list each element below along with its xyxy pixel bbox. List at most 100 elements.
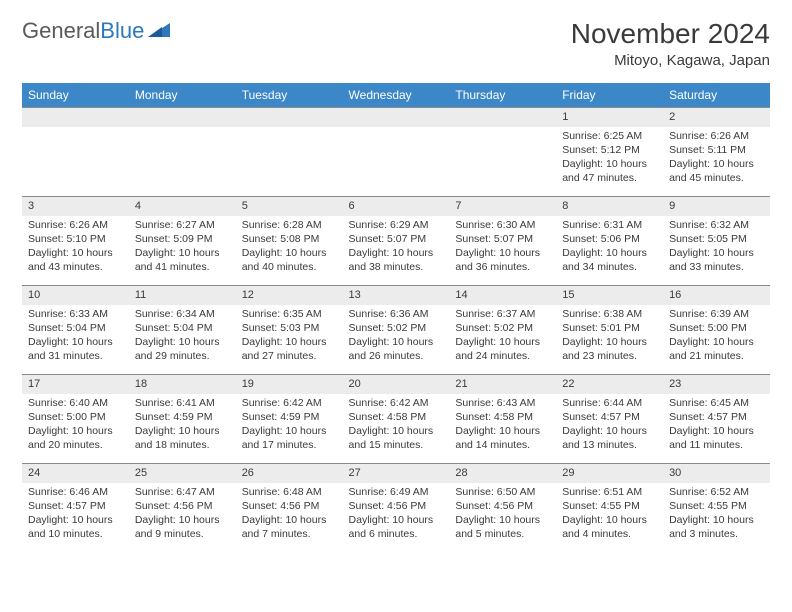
day-sunset: Sunset: 5:08 PM xyxy=(242,232,337,246)
day-sunset: Sunset: 4:58 PM xyxy=(455,410,550,424)
day-number: 29 xyxy=(556,463,663,483)
day-number: 12 xyxy=(236,285,343,305)
day-sunset: Sunset: 5:05 PM xyxy=(669,232,764,246)
day-body: Sunrise: 6:35 AMSunset: 5:03 PMDaylight:… xyxy=(236,305,343,368)
day-body: Sunrise: 6:28 AMSunset: 5:08 PMDaylight:… xyxy=(236,216,343,279)
day-sunrise: Sunrise: 6:40 AM xyxy=(28,396,123,410)
day-header: Saturday xyxy=(663,83,770,107)
day-daylight: Daylight: 10 hours and 36 minutes. xyxy=(455,246,550,274)
calendar-cell: 3Sunrise: 6:26 AMSunset: 5:10 PMDaylight… xyxy=(22,196,129,285)
calendar-cell: 10Sunrise: 6:33 AMSunset: 5:04 PMDayligh… xyxy=(22,285,129,374)
day-body: Sunrise: 6:30 AMSunset: 5:07 PMDaylight:… xyxy=(449,216,556,279)
day-sunset: Sunset: 4:56 PM xyxy=(349,499,444,513)
day-daylight: Daylight: 10 hours and 29 minutes. xyxy=(135,335,230,363)
day-number: 30 xyxy=(663,463,770,483)
day-sunset: Sunset: 5:10 PM xyxy=(28,232,123,246)
brand-text: GeneralBlue xyxy=(22,18,144,44)
day-sunrise: Sunrise: 6:33 AM xyxy=(28,307,123,321)
day-body: Sunrise: 6:32 AMSunset: 5:05 PMDaylight:… xyxy=(663,216,770,279)
day-number: 24 xyxy=(22,463,129,483)
calendar-week: 3Sunrise: 6:26 AMSunset: 5:10 PMDaylight… xyxy=(22,196,770,285)
day-sunrise: Sunrise: 6:35 AM xyxy=(242,307,337,321)
calendar-week: 1Sunrise: 6:25 AMSunset: 5:12 PMDaylight… xyxy=(22,107,770,196)
day-daylight: Daylight: 10 hours and 18 minutes. xyxy=(135,424,230,452)
day-header: Monday xyxy=(129,83,236,107)
day-header: Friday xyxy=(556,83,663,107)
day-number: 4 xyxy=(129,196,236,216)
day-daylight: Daylight: 10 hours and 27 minutes. xyxy=(242,335,337,363)
day-sunset: Sunset: 4:57 PM xyxy=(28,499,123,513)
day-sunrise: Sunrise: 6:46 AM xyxy=(28,485,123,499)
day-daylight: Daylight: 10 hours and 38 minutes. xyxy=(349,246,444,274)
day-number: 5 xyxy=(236,196,343,216)
day-header: Thursday xyxy=(449,83,556,107)
day-sunrise: Sunrise: 6:32 AM xyxy=(669,218,764,232)
day-sunrise: Sunrise: 6:52 AM xyxy=(669,485,764,499)
day-sunrise: Sunrise: 6:29 AM xyxy=(349,218,444,232)
day-number: 27 xyxy=(343,463,450,483)
calendar-cell xyxy=(129,107,236,196)
day-body: Sunrise: 6:26 AMSunset: 5:11 PMDaylight:… xyxy=(663,127,770,190)
calendar-cell: 14Sunrise: 6:37 AMSunset: 5:02 PMDayligh… xyxy=(449,285,556,374)
triangle-icon xyxy=(148,20,170,43)
day-sunrise: Sunrise: 6:38 AM xyxy=(562,307,657,321)
calendar-cell: 17Sunrise: 6:40 AMSunset: 5:00 PMDayligh… xyxy=(22,374,129,463)
day-sunset: Sunset: 5:12 PM xyxy=(562,143,657,157)
day-sunrise: Sunrise: 6:36 AM xyxy=(349,307,444,321)
day-body: Sunrise: 6:36 AMSunset: 5:02 PMDaylight:… xyxy=(343,305,450,368)
day-body: Sunrise: 6:40 AMSunset: 5:00 PMDaylight:… xyxy=(22,394,129,457)
calendar-week: 17Sunrise: 6:40 AMSunset: 5:00 PMDayligh… xyxy=(22,374,770,463)
day-sunrise: Sunrise: 6:26 AM xyxy=(669,129,764,143)
day-daylight: Daylight: 10 hours and 31 minutes. xyxy=(28,335,123,363)
day-sunset: Sunset: 4:57 PM xyxy=(562,410,657,424)
day-number: 1 xyxy=(556,107,663,127)
day-number: 26 xyxy=(236,463,343,483)
calendar-cell xyxy=(343,107,450,196)
day-number: 19 xyxy=(236,374,343,394)
day-body: Sunrise: 6:27 AMSunset: 5:09 PMDaylight:… xyxy=(129,216,236,279)
title-block: November 2024 Mitoyo, Kagawa, Japan xyxy=(571,18,770,69)
calendar-cell xyxy=(22,107,129,196)
day-number: 8 xyxy=(556,196,663,216)
calendar-cell: 1Sunrise: 6:25 AMSunset: 5:12 PMDaylight… xyxy=(556,107,663,196)
calendar-cell: 8Sunrise: 6:31 AMSunset: 5:06 PMDaylight… xyxy=(556,196,663,285)
calendar-cell: 18Sunrise: 6:41 AMSunset: 4:59 PMDayligh… xyxy=(129,374,236,463)
day-number: 15 xyxy=(556,285,663,305)
location: Mitoyo, Kagawa, Japan xyxy=(571,52,770,69)
day-daylight: Daylight: 10 hours and 14 minutes. xyxy=(455,424,550,452)
day-daylight: Daylight: 10 hours and 10 minutes. xyxy=(28,513,123,541)
day-body: Sunrise: 6:38 AMSunset: 5:01 PMDaylight:… xyxy=(556,305,663,368)
day-sunset: Sunset: 4:55 PM xyxy=(562,499,657,513)
day-body: Sunrise: 6:49 AMSunset: 4:56 PMDaylight:… xyxy=(343,483,450,546)
calendar-cell: 5Sunrise: 6:28 AMSunset: 5:08 PMDaylight… xyxy=(236,196,343,285)
calendar-cell: 7Sunrise: 6:30 AMSunset: 5:07 PMDaylight… xyxy=(449,196,556,285)
day-sunrise: Sunrise: 6:48 AM xyxy=(242,485,337,499)
day-body: Sunrise: 6:42 AMSunset: 4:58 PMDaylight:… xyxy=(343,394,450,457)
day-daylight: Daylight: 10 hours and 23 minutes. xyxy=(562,335,657,363)
day-number: 18 xyxy=(129,374,236,394)
day-sunrise: Sunrise: 6:47 AM xyxy=(135,485,230,499)
day-sunrise: Sunrise: 6:49 AM xyxy=(349,485,444,499)
day-sunset: Sunset: 5:02 PM xyxy=(455,321,550,335)
day-body: Sunrise: 6:44 AMSunset: 4:57 PMDaylight:… xyxy=(556,394,663,457)
day-daylight: Daylight: 10 hours and 43 minutes. xyxy=(28,246,123,274)
day-sunset: Sunset: 4:59 PM xyxy=(242,410,337,424)
day-number: 6 xyxy=(343,196,450,216)
day-header: Wednesday xyxy=(343,83,450,107)
calendar-week: 24Sunrise: 6:46 AMSunset: 4:57 PMDayligh… xyxy=(22,463,770,552)
day-body: Sunrise: 6:50 AMSunset: 4:56 PMDaylight:… xyxy=(449,483,556,546)
day-sunset: Sunset: 5:11 PM xyxy=(669,143,764,157)
calendar-table: Sunday Monday Tuesday Wednesday Thursday… xyxy=(22,83,770,552)
day-sunset: Sunset: 5:01 PM xyxy=(562,321,657,335)
calendar-cell: 16Sunrise: 6:39 AMSunset: 5:00 PMDayligh… xyxy=(663,285,770,374)
calendar-cell: 27Sunrise: 6:49 AMSunset: 4:56 PMDayligh… xyxy=(343,463,450,552)
day-body: Sunrise: 6:33 AMSunset: 5:04 PMDaylight:… xyxy=(22,305,129,368)
day-daylight: Daylight: 10 hours and 33 minutes. xyxy=(669,246,764,274)
day-sunrise: Sunrise: 6:39 AM xyxy=(669,307,764,321)
day-daylight: Daylight: 10 hours and 4 minutes. xyxy=(562,513,657,541)
calendar-cell: 26Sunrise: 6:48 AMSunset: 4:56 PMDayligh… xyxy=(236,463,343,552)
day-daylight: Daylight: 10 hours and 11 minutes. xyxy=(669,424,764,452)
day-daylight: Daylight: 10 hours and 15 minutes. xyxy=(349,424,444,452)
day-sunrise: Sunrise: 6:34 AM xyxy=(135,307,230,321)
day-body: Sunrise: 6:45 AMSunset: 4:57 PMDaylight:… xyxy=(663,394,770,457)
